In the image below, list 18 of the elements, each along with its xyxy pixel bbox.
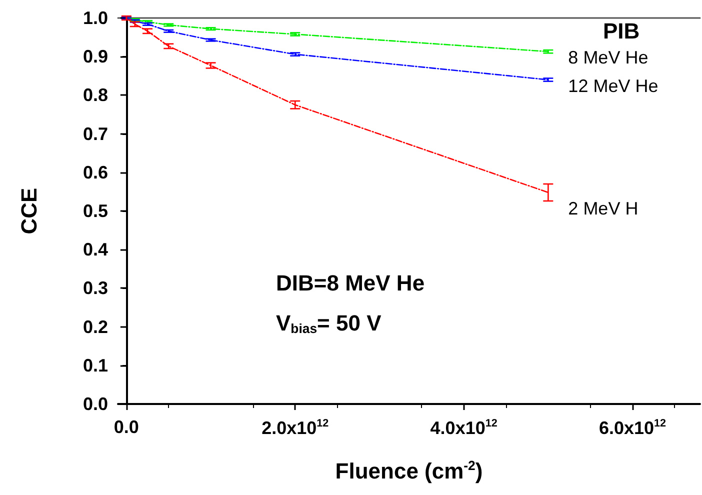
y-tick-label: 0.6 (82, 162, 108, 182)
y-axis-title: CCE (16, 188, 42, 234)
series-label: 8 MeV He (568, 48, 648, 68)
x-tick-label: 0.0 (114, 417, 139, 437)
y-tick-label: 0.0 (82, 394, 108, 414)
series-label: 2 MeV H (568, 198, 638, 218)
y-tick-label: 0.5 (82, 201, 108, 221)
legend-title: PIB (603, 18, 640, 44)
series-label: 12 MeV He (568, 76, 658, 96)
y-tick-label: 1.0 (82, 8, 108, 28)
y-tick-label: 0.8 (82, 85, 108, 106)
y-tick-label: 0.1 (82, 355, 108, 376)
annotation: DIB=8 MeV He (276, 270, 425, 296)
y-tick-label: 0.2 (82, 316, 108, 337)
y-tick-label: 0.7 (82, 124, 108, 144)
y-tick-label: 0.9 (82, 46, 108, 67)
y-tick-label: 0.4 (82, 240, 108, 260)
y-tick-label: 0.3 (82, 278, 108, 298)
